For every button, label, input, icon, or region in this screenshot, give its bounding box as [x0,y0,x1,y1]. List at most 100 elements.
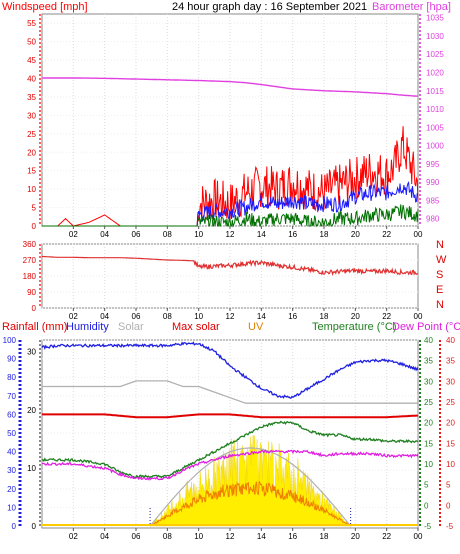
x-tick-label: 14 [257,532,266,541]
humidity-tick-label: 30 [27,348,36,357]
series-line-barometer [42,77,418,97]
rainfall-header: Rainfall (mm) [2,321,67,333]
series-line-max-solar [42,413,419,419]
temperature-tick-label: -5 [424,522,432,531]
x-tick-label: 02 [69,532,78,541]
temperature-tick-label: 20 [424,419,433,428]
x-tick-label: 16 [288,312,297,321]
x-tick-label: 08 [163,230,172,239]
humidity-header: Humidity [66,321,109,333]
x-tick-label: 22 [382,312,391,321]
x-tick-label: 02 [69,230,78,239]
direction-tick-label: 0 [32,304,37,313]
temperature-tick-label: 0 [424,501,429,510]
x-tick-label: 14 [257,312,266,321]
dewpoint-tick-label: -5 [446,522,454,531]
series-line-dew-point [41,449,419,481]
direction-tick-label: 180 [23,272,37,281]
x-tick-label: 18 [320,532,329,541]
climate-panel: Rainfall (mm) Humidity Solar Max solar U… [2,321,460,541]
barometer-tick-label: 995 [426,160,440,169]
x-tick-label: 08 [163,312,172,321]
rain-tick-label: 30 [7,466,16,475]
x-tick-label: 10 [194,532,203,541]
barometer-tick-label: 1005 [426,123,444,132]
barometer-tick-label: 980 [426,215,440,224]
x-tick-label: 04 [100,230,109,239]
windspeed-tick-label: 0 [32,222,37,231]
barometer-tick-label: 1020 [426,68,444,77]
compass-label: E [436,284,443,296]
wind-panel: Windspeed [mph] 24 hour graph day : 16 S… [2,1,451,239]
rain-tick-label: 80 [7,373,16,382]
barometer-tick-label: 1025 [426,50,444,59]
x-tick-label: 16 [288,532,297,541]
x-tick-label: 04 [100,532,109,541]
dewpoint-header: Dew Point (°C) [392,321,460,333]
x-tick-label: 22 [382,532,391,541]
x-tick-label: 12 [226,312,235,321]
direction-tick-label: 90 [27,288,36,297]
humidity-tick-label: 10 [27,464,36,473]
temperature-tick-label: 15 [424,439,433,448]
barometer-tick-label: 1030 [426,32,444,41]
x-tick-label: 14 [257,230,266,239]
x-tick-label: 10 [194,312,203,321]
x-tick-label: 06 [132,230,141,239]
max-solar-curve [149,447,352,527]
x-tick-label: 04 [100,312,109,321]
x-tick-label: 18 [320,230,329,239]
series-line-solar [42,380,418,404]
uv-line [149,481,351,527]
rain-tick-label: 60 [7,410,16,419]
x-tick-label: 10 [194,230,203,239]
compass-label: N [436,239,444,251]
dewpoint-tick-label: 15 [446,439,455,448]
x-tick-label: 02 [69,312,78,321]
compass-label: N [436,299,444,311]
x-tick-label: 06 [132,532,141,541]
x-tick-label: 22 [382,230,391,239]
temperature-tick-label: 30 [424,377,433,386]
rain-tick-label: 50 [7,429,16,438]
barometer-axis-label: Barometer [hpa] [372,1,451,13]
series-line-wind-direction [41,255,419,276]
windspeed-tick-label: 25 [27,130,36,139]
windspeed-axis-label: Windspeed [mph] [2,1,88,13]
windspeed-tick-label: 40 [27,75,36,84]
rain-tick-label: 0 [12,522,17,531]
compass-label: S [436,269,443,281]
dewpoint-tick-label: 35 [446,357,455,366]
x-tick-label: 06 [132,312,141,321]
x-tick-label: 12 [226,230,235,239]
barometer-tick-label: 990 [426,178,440,187]
x-tick-label: 00 [414,312,423,321]
series-line-temperature [41,420,419,479]
dewpoint-tick-label: 10 [446,460,455,469]
x-tick-label: 16 [288,230,297,239]
temperature-tick-label: 25 [424,398,433,407]
windspeed-tick-label: 20 [27,148,36,157]
x-tick-label: 20 [351,312,360,321]
temperature-tick-label: 35 [424,357,433,366]
windspeed-tick-label: 10 [27,185,36,194]
windspeed-tick-label: 5 [32,204,37,213]
x-tick-label: 20 [351,532,360,541]
uv-header: UV [248,321,264,333]
windspeed-tick-label: 30 [27,111,36,120]
barometer-tick-label: 1010 [426,105,444,114]
rain-tick-label: 70 [7,392,16,401]
humidity-tick-label: 0 [32,522,37,531]
x-tick-label: 08 [163,532,172,541]
dewpoint-tick-label: 25 [446,398,455,407]
windspeed-tick-label: 50 [27,38,36,47]
temperature-header: Temperature (°C) [312,321,396,333]
rain-tick-label: 20 [7,485,16,494]
direction-tick-label: 360 [23,240,37,249]
humidity-tick-label: 20 [27,406,36,415]
dewpoint-tick-label: 0 [446,501,451,510]
dewpoint-tick-label: 30 [446,377,455,386]
dewpoint-tick-label: 5 [446,481,451,490]
